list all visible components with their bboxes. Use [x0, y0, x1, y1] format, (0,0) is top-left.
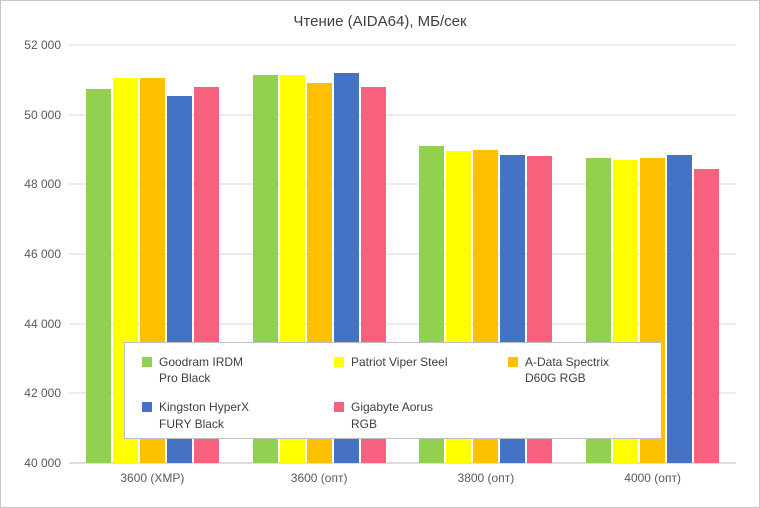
- x-tick-label: 3800 (опт): [457, 471, 515, 485]
- x-tick-label: 3600 (XMP): [120, 471, 185, 485]
- gridline: [69, 183, 736, 185]
- bar: [85, 88, 111, 463]
- legend-label: Kingston HyperX FURY Black: [159, 400, 250, 431]
- gridline: [69, 44, 736, 46]
- legend-swatch-icon: [334, 402, 344, 413]
- legend-item: Goodram IRDM Pro Black: [142, 354, 334, 386]
- legend-item: A-Data Spectrix D60G RGB: [508, 354, 653, 386]
- gridline: [69, 462, 736, 464]
- y-tick-label: 48 000: [24, 177, 61, 192]
- y-tick-label: 50 000: [24, 107, 61, 122]
- bar: [694, 168, 720, 463]
- y-axis-labels: 40 000 42 000 44 000 46 000 48 000 50 000 52 0…: [9, 39, 61, 469]
- chart-title: Чтение (AIDA64), МБ/сек: [293, 13, 467, 30]
- legend-label: Patriot Viper Steel: [351, 355, 448, 369]
- legend-label: Goodram IRDM Pro Black: [159, 355, 244, 386]
- legend-item: Patriot Viper Steel: [334, 354, 508, 386]
- x-tick-label: 3600 (опт): [290, 471, 348, 485]
- legend-swatch-icon: [508, 357, 518, 367]
- y-tick-label: 40 000: [24, 456, 61, 470]
- legend-label: Gigabyte Aorus RGB: [351, 400, 434, 431]
- legend-swatch-icon: [142, 357, 152, 367]
- x-tick-label: 4000 (опт): [624, 471, 681, 485]
- gridline: [69, 253, 736, 255]
- gridline: [69, 114, 736, 116]
- legend-label: A-Data Spectrix D60G RGB: [525, 355, 610, 386]
- legend-item: Gigabyte Aorus RGB: [334, 399, 508, 431]
- y-tick-label: 44 000: [24, 316, 61, 331]
- gridline: [69, 323, 736, 325]
- y-tick-label: 46 000: [24, 247, 61, 261]
- legend-item: Kingston HyperX FURY Black: [142, 399, 334, 431]
- x-axis-labels: 3600 (XMP) 3600 (опт) 3800 (опт) 4000 (опт): [69, 471, 736, 485]
- y-tick-label: 52 000: [24, 38, 61, 52]
- legend: Goodram IRDM Pro Black Patriot Viper Steel…: [124, 342, 662, 439]
- legend-swatch-icon: [334, 357, 344, 367]
- y-tick-label: 42 000: [24, 386, 61, 401]
- bar: [667, 154, 693, 463]
- legend-swatch-icon: [142, 402, 152, 413]
